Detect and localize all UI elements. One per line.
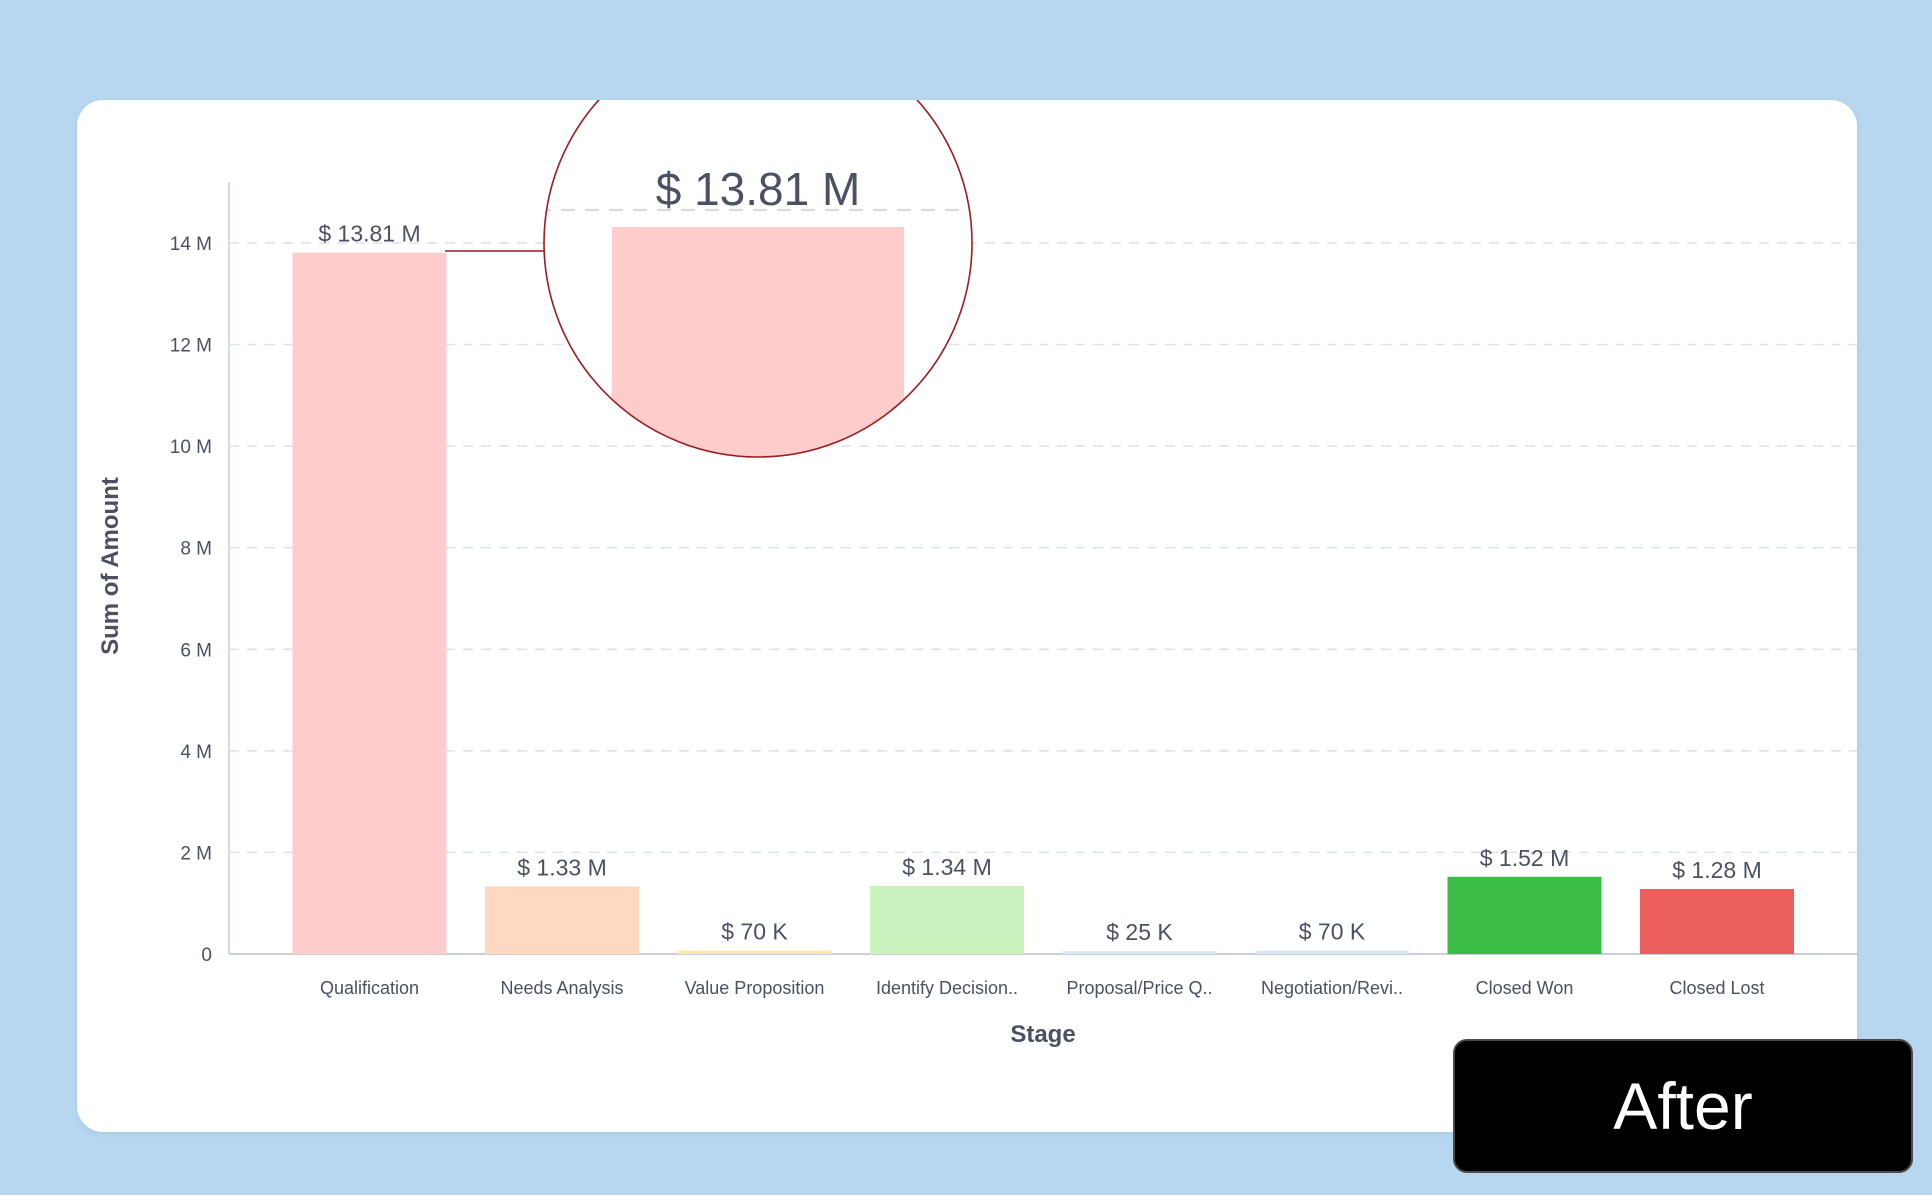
x-axis-title: Stage bbox=[1010, 1021, 1075, 1048]
bar-value-label: $ 70 K bbox=[721, 918, 788, 944]
bar-value-label: $ 1.28 M bbox=[1672, 857, 1762, 883]
bar bbox=[870, 885, 1024, 954]
bar-chart: 0 2 M 4 M 6 M 8 M 10 M 12 M 14 M Qualification N… bbox=[97, 100, 1857, 1048]
y-tick-label: 8 M bbox=[180, 539, 212, 560]
y-axis-ticks: 0 2 M 4 M 6 M 8 M 10 M 12 M 14 M bbox=[170, 234, 212, 966]
x-tick-label: Identify Decision.. bbox=[876, 978, 1018, 998]
magnifier-lens: $ 13.81 M bbox=[445, 100, 973, 458]
bar bbox=[677, 950, 832, 954]
bar bbox=[292, 252, 447, 955]
y-tick-label: 12 M bbox=[170, 336, 212, 357]
y-tick-label: 14 M bbox=[170, 234, 212, 255]
x-axis-labels: Qualification Needs Analysis Value Proposi… bbox=[320, 978, 1765, 998]
bar-value-label: $ 70 K bbox=[1299, 918, 1366, 944]
x-tick-label: Value Proposition bbox=[685, 978, 825, 998]
x-tick-label: Closed Won bbox=[1476, 978, 1574, 998]
y-axis-title: Sum of Amount bbox=[97, 477, 124, 655]
x-tick-label: Qualification bbox=[320, 978, 419, 998]
bar bbox=[1255, 950, 1409, 954]
bar-value-label: $ 1.34 M bbox=[902, 854, 992, 880]
x-tick-label: Needs Analysis bbox=[500, 978, 623, 998]
bar-value-label: $ 25 K bbox=[1106, 919, 1173, 945]
y-tick-label: 6 M bbox=[180, 640, 212, 661]
y-tick-label: 2 M bbox=[180, 843, 212, 864]
y-tick-label: 0 bbox=[201, 945, 212, 966]
bar bbox=[485, 886, 639, 954]
chart-card: 0 2 M 4 M 6 M 8 M 10 M 12 M 14 M Qualification N… bbox=[77, 100, 1857, 1132]
magnifier-bar bbox=[612, 227, 904, 457]
x-tick-label: Closed Lost bbox=[1669, 978, 1764, 998]
y-tick-label: 4 M bbox=[180, 742, 212, 763]
value-labels: $ 13.81 M $ 1.33 M $ 70 K $ 1.34 M $ 25 K $ 7… bbox=[318, 221, 1761, 945]
bar bbox=[1447, 876, 1602, 954]
x-tick-label: Negotiation/Revi.. bbox=[1261, 978, 1403, 998]
magnifier-value-label: $ 13.81 M bbox=[656, 163, 861, 215]
y-tick-label: 10 M bbox=[170, 437, 212, 458]
bar-value-label: $ 1.52 M bbox=[1480, 845, 1570, 871]
x-tick-label: Proposal/Price Q.. bbox=[1066, 978, 1212, 998]
bars bbox=[292, 252, 1794, 955]
bar bbox=[1640, 888, 1794, 954]
grid-lines bbox=[228, 182, 1857, 955]
bar-value-label: $ 13.81 M bbox=[318, 221, 420, 247]
bar bbox=[1062, 951, 1217, 954]
after-badge: After bbox=[1453, 1039, 1913, 1173]
bar-value-label: $ 1.33 M bbox=[517, 854, 607, 880]
after-badge-label: After bbox=[1613, 1069, 1753, 1143]
